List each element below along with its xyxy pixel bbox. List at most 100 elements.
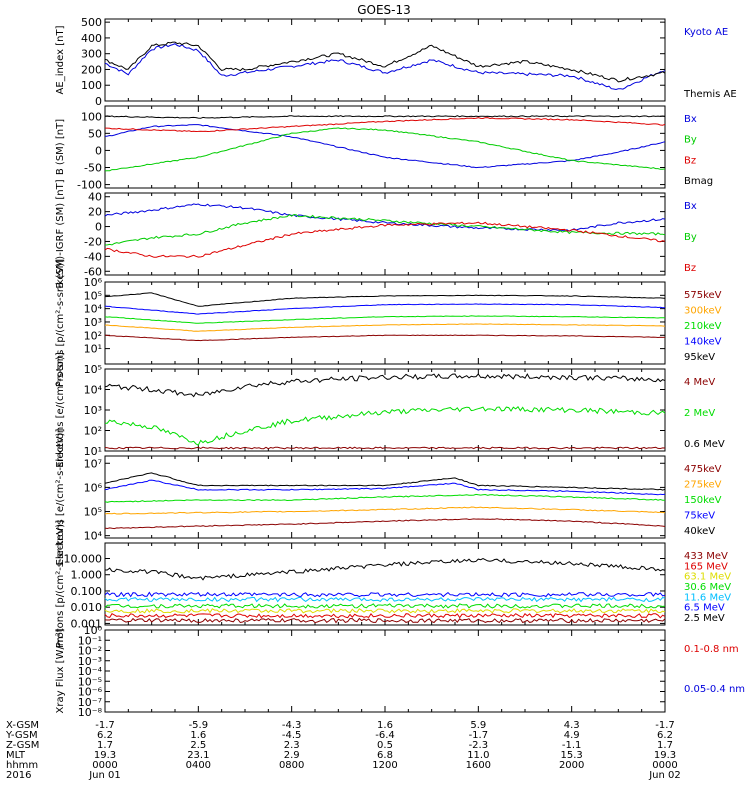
series-line-Bmag [104, 115, 666, 119]
orbit-row-label: Z-GSM [6, 740, 39, 751]
legend-label: 275keV [684, 480, 722, 491]
y-tick-label: 10⁵ [84, 289, 102, 302]
legend-label: Bmag [684, 176, 713, 187]
orbit-cell: -1.7 [655, 720, 675, 731]
series-line-275keV [104, 506, 666, 515]
y-tick-label: 10⁻³ [78, 655, 102, 668]
y-tick-label: 10⁻² [78, 645, 102, 658]
series-line-6-5-MeV [104, 591, 666, 598]
panel-frame [104, 629, 666, 713]
legend-label: Themis AE [683, 89, 737, 100]
orbit-cell: 15.3 [561, 750, 583, 761]
series-line-Bz [104, 221, 666, 258]
orbit-cell: 0.5 [377, 740, 393, 751]
series-line-11-6-MeV [104, 596, 666, 603]
legend-label: By [684, 135, 697, 146]
orbit-cell: 4.9 [564, 730, 580, 741]
y-tick-label: 10⁻⁶ [78, 686, 103, 699]
series-line-140keV [104, 303, 666, 315]
y-axis-label: B (SM) [nT] [55, 119, 66, 175]
y-tick-label: -50 [84, 162, 102, 175]
orbit-cell: Jun 02 [648, 770, 681, 781]
orbit-row-label: 2016 [6, 770, 31, 781]
y-tick-label: 10⁶ [84, 481, 103, 494]
y-tick-label: 50 [88, 127, 102, 140]
series-line-63-1-MeV [104, 608, 666, 614]
legend-label: 30.6 MeV [684, 582, 731, 593]
orbit-cell: 2.5 [190, 740, 206, 751]
orbit-cell: 2000 [559, 760, 584, 771]
series-line-75keV [104, 479, 666, 496]
panel-bd: -60 -40 -200 20 40 B (SM)-IGRF (SM) [nT] Bx By B… [55, 179, 697, 288]
legend-label: 0.05-0.4 nm [684, 684, 745, 695]
legend-label: 6.5 MeV [684, 603, 725, 614]
series-line-0-6-MeV [104, 373, 666, 398]
y-axis-label: Xray Flux [W/m²] [55, 628, 66, 713]
series-line-Bz [105, 117, 666, 133]
y-tick-label: 500 [81, 16, 102, 29]
orbit-cell: -4.3 [282, 720, 302, 731]
orbit-row-label: X-GSM [6, 720, 39, 731]
series-line-Bx [104, 203, 666, 232]
panel-frame [104, 368, 666, 452]
legend-label: 300keV [684, 306, 722, 317]
series-line-95keV [104, 292, 666, 307]
legend-label: 11.6 MeV [684, 592, 731, 603]
y-tick-label: 10³ [84, 404, 102, 417]
y-tick-label: 0.010 [71, 601, 103, 614]
y-tick-label: 100 [81, 79, 102, 92]
y-tick-label: 0.100 [71, 585, 103, 598]
orbit-cell: 1.6 [377, 720, 393, 731]
y-tick-label: 10⁴ [84, 303, 103, 316]
legend-label: 4 MeV [684, 377, 715, 388]
legend-label: 0.6 MeV [684, 439, 725, 450]
orbit-cell: 23.1 [187, 750, 209, 761]
y-axis-label: AE_index [nT] [55, 25, 66, 94]
legend-label: Bz [684, 155, 696, 166]
legend-label: 165 MeV [684, 561, 728, 572]
legend-label: 40keV [684, 526, 715, 537]
y-tick-label: 10⁵ [84, 363, 102, 376]
legend-label: Kyoto AE [684, 27, 728, 38]
orbit-cell: -6.4 [375, 730, 395, 741]
panel-e2: 10⁴ 10⁵ 10⁶ 10⁷ Electrons [e/(cm²-s-sr-keV)]… [55, 428, 722, 565]
orbit-cell: 0000 [652, 760, 677, 771]
legend-label: 2.5 MeV [684, 613, 725, 624]
legend-label: 2 MeV [684, 408, 715, 419]
y-tick-label: -60 [84, 265, 102, 278]
orbit-cell: 1.7 [97, 740, 113, 751]
legend-label: 95keV [684, 352, 715, 363]
orbit-cell: 4.3 [564, 720, 580, 731]
series-line-150keV [104, 493, 665, 503]
y-tick-label: 10⁻¹ [78, 634, 102, 647]
series-line-Themis-AE [104, 41, 666, 83]
series-line-210keV [104, 315, 666, 324]
orbit-cell: Jun 01 [88, 770, 121, 781]
y-tick-label: -40 [84, 250, 102, 263]
orbit-cell: 1.6 [190, 730, 206, 741]
orbit-cell: -5.9 [189, 720, 209, 731]
legend-label: 433 MeV [684, 551, 728, 562]
y-tick-label: 0.001 [71, 617, 103, 630]
y-tick-label: 10² [84, 425, 102, 438]
orbit-cell: 0400 [186, 760, 211, 771]
legend-label: Bz [684, 263, 696, 274]
series-line-575keV [104, 334, 666, 342]
legend-label: 575keV [684, 290, 722, 301]
orbit-cell: 0800 [279, 760, 304, 771]
y-tick-label: 10⁶ [84, 276, 103, 289]
y-tick-label: 0 [95, 221, 102, 234]
orbit-row-label: hhmm [6, 760, 38, 771]
orbit-row-label: MLT [6, 750, 26, 761]
series-line-Kyoto-AE [104, 43, 666, 91]
y-tick-label: -100 [77, 179, 102, 192]
orbit-cell: 6.2 [657, 730, 673, 741]
y-tick-label: 10⁷ [84, 457, 102, 470]
orbit-row-label: Y-GSM [5, 730, 38, 741]
y-tick-label: 10.000 [64, 552, 103, 565]
orbit-cell: 19.3 [94, 750, 116, 761]
